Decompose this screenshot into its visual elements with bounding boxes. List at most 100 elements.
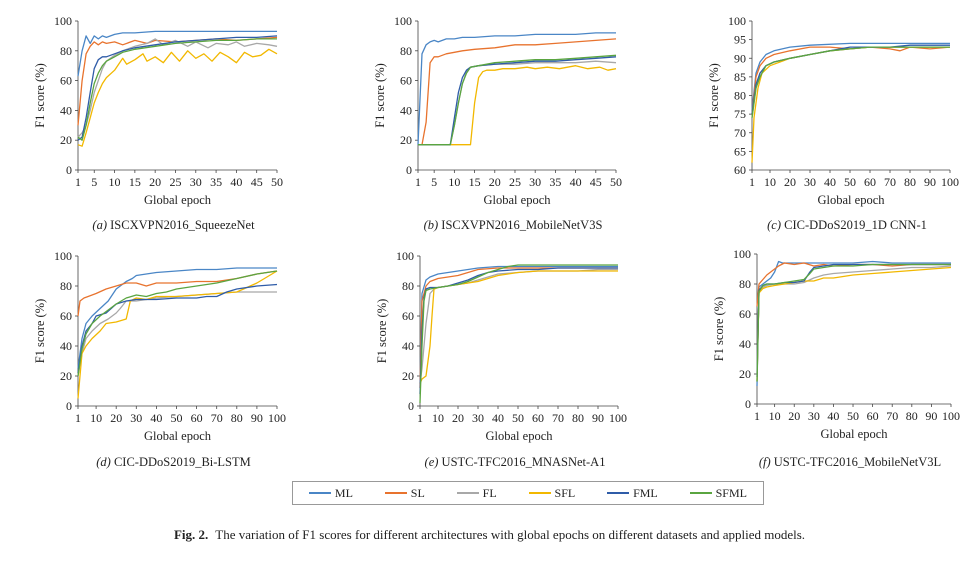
x-tick-label: 30 [808,409,820,423]
subplot-caption: (a) ISCXVPN2016_SqueezeNet [92,218,255,232]
x-tick-label: 90 [925,409,937,423]
x-tick-label: 10 [109,175,121,189]
y-tick-label: 40 [400,103,412,117]
legend-item-fl: FL [456,485,497,501]
x-tick-label: 10 [764,175,776,189]
x-tick-label: 10 [432,411,444,425]
y-axis-title: F1 score (%) [712,297,726,362]
series-line-sfl [77,48,278,147]
x-tick-label: 35 [549,175,561,189]
series-line-fml [756,263,951,378]
y-tick-label: 100 [54,249,72,263]
legend-swatch-sfl [528,492,551,494]
series-line-sfl [419,270,618,384]
x-tick-label: 70 [884,175,896,189]
x-tick-label: 15 [469,175,481,189]
legend-item-sl: SL [384,486,425,501]
x-tick-label: 30 [130,411,142,425]
subplot-caption: (f) USTC-TFC2016_MobileNetV3L [759,455,941,469]
legend: ML SL FL SFL FML SFML [292,481,764,505]
legend-label-fl: FL [482,485,497,500]
subplot-caption-text: CIC-DDoS2019_Bi-LSTM [114,455,251,469]
y-tick-label: 40 [60,103,72,117]
x-tick-label: 50 [844,175,856,189]
subplot-caption-text: ISCXVPN2016_MobileNetV3S [441,218,602,232]
subplot-caption: (d) CIC-DDoS2019_Bi-LSTM [96,455,251,469]
series-line-sfml [419,264,618,404]
y-tick-label: 40 [739,337,751,351]
series-line-fml [77,283,278,374]
x-tick-label: 20 [452,411,464,425]
y-tick-label: 70 [734,126,746,140]
x-tick-label: 60 [867,409,879,423]
x-tick-label: 80 [231,411,243,425]
series-line-fml [77,35,278,141]
y-tick-label: 80 [60,279,72,293]
x-tick-label: 1 [749,175,755,189]
chart-panel-2: 0 20 40 60 80 100 1 5 10 15 20 25 30 35 40 45 50 Global e… [373,14,622,232]
chart-panel-5: 0 20 40 60 80 100 1 10 20 30 40 50 60 70 80 90 100 Global… [375,249,627,469]
x-tick-label: 20 [110,411,122,425]
y-tick-label: 0 [66,399,72,413]
x-tick-label: 20 [149,175,161,189]
x-tick-label: 1 [415,175,421,189]
series-line-sfml [751,46,950,118]
series-line-fml [418,56,617,146]
series-line-sfl [751,46,950,163]
series-line-sl [756,262,951,307]
x-tick-label: 20 [788,409,800,423]
x-tick-label: 10 [448,175,460,189]
y-axis-title: F1 score (%) [375,299,389,364]
legend-label-fml: FML [633,485,658,500]
y-tick-label: 100 [733,247,751,261]
y-tick-label: 85 [734,70,746,84]
y-tick-label: 75 [734,107,746,121]
series-line-ml [77,267,277,369]
series-line-fml [751,44,950,115]
x-tick-label: 25 [509,175,521,189]
subplot-caption-text: CIC-DDoS2019_1D CNN-1 [784,218,927,232]
legend-swatch-fl [456,492,479,494]
x-axis-title: Global epoch [484,193,552,207]
x-tick-label: 30 [190,175,202,189]
y-tick-label: 60 [60,309,72,323]
x-tick-label: 30 [472,411,484,425]
y-tick-label: 20 [402,369,414,383]
y-axis-title: F1 score (%) [33,63,47,128]
subplot-caption: (e) USTC-TFC2016_MNASNet-A1 [425,455,606,469]
x-tick-label: 40 [570,175,582,189]
subplot-caption-letter: (c) [767,218,784,232]
x-tick-label: 50 [610,175,622,189]
x-tick-label: 1 [754,409,760,423]
subplot-caption-text: ISCXVPN2016_SqueezeNet [110,218,255,232]
y-tick-label: 20 [739,367,751,381]
x-axis-title: Global epoch [818,193,886,207]
series-line-sl [418,38,617,146]
x-tick-label: 5 [91,175,97,189]
y-tick-label: 0 [406,163,412,177]
x-axis-title: Global epoch [144,429,212,443]
x-tick-label: 70 [886,409,898,423]
legend-swatch-sfml [689,492,712,494]
x-tick-label: 50 [271,175,283,189]
subplot-caption: (b) ISCXVPN2016_MobileNetV3S [424,218,603,232]
subplot-caption-text: USTC-TFC2016_MobileNetV3L [774,455,941,469]
y-tick-label: 60 [739,307,751,321]
x-tick-label: 70 [211,411,223,425]
x-tick-label: 90 [592,411,604,425]
x-tick-label: 1 [417,411,423,425]
x-tick-label: 45 [590,175,602,189]
y-tick-label: 40 [60,339,72,353]
subplot-caption-letter: (b) [424,218,442,232]
y-tick-label: 90 [734,51,746,65]
y-tick-label: 20 [400,133,412,147]
y-tick-label: 100 [54,14,72,28]
x-tick-label: 30 [804,175,816,189]
legend-item-sfl: SFL [528,486,575,501]
subplot-caption-letter: (a) [92,218,110,232]
y-axis-title: F1 score (%) [33,299,47,364]
x-axis-title: Global epoch [821,427,889,441]
series-line-ml [756,260,951,387]
subplot-caption-letter: (f) [759,455,774,469]
caption-text: The variation of F1 scores for different… [215,527,806,542]
